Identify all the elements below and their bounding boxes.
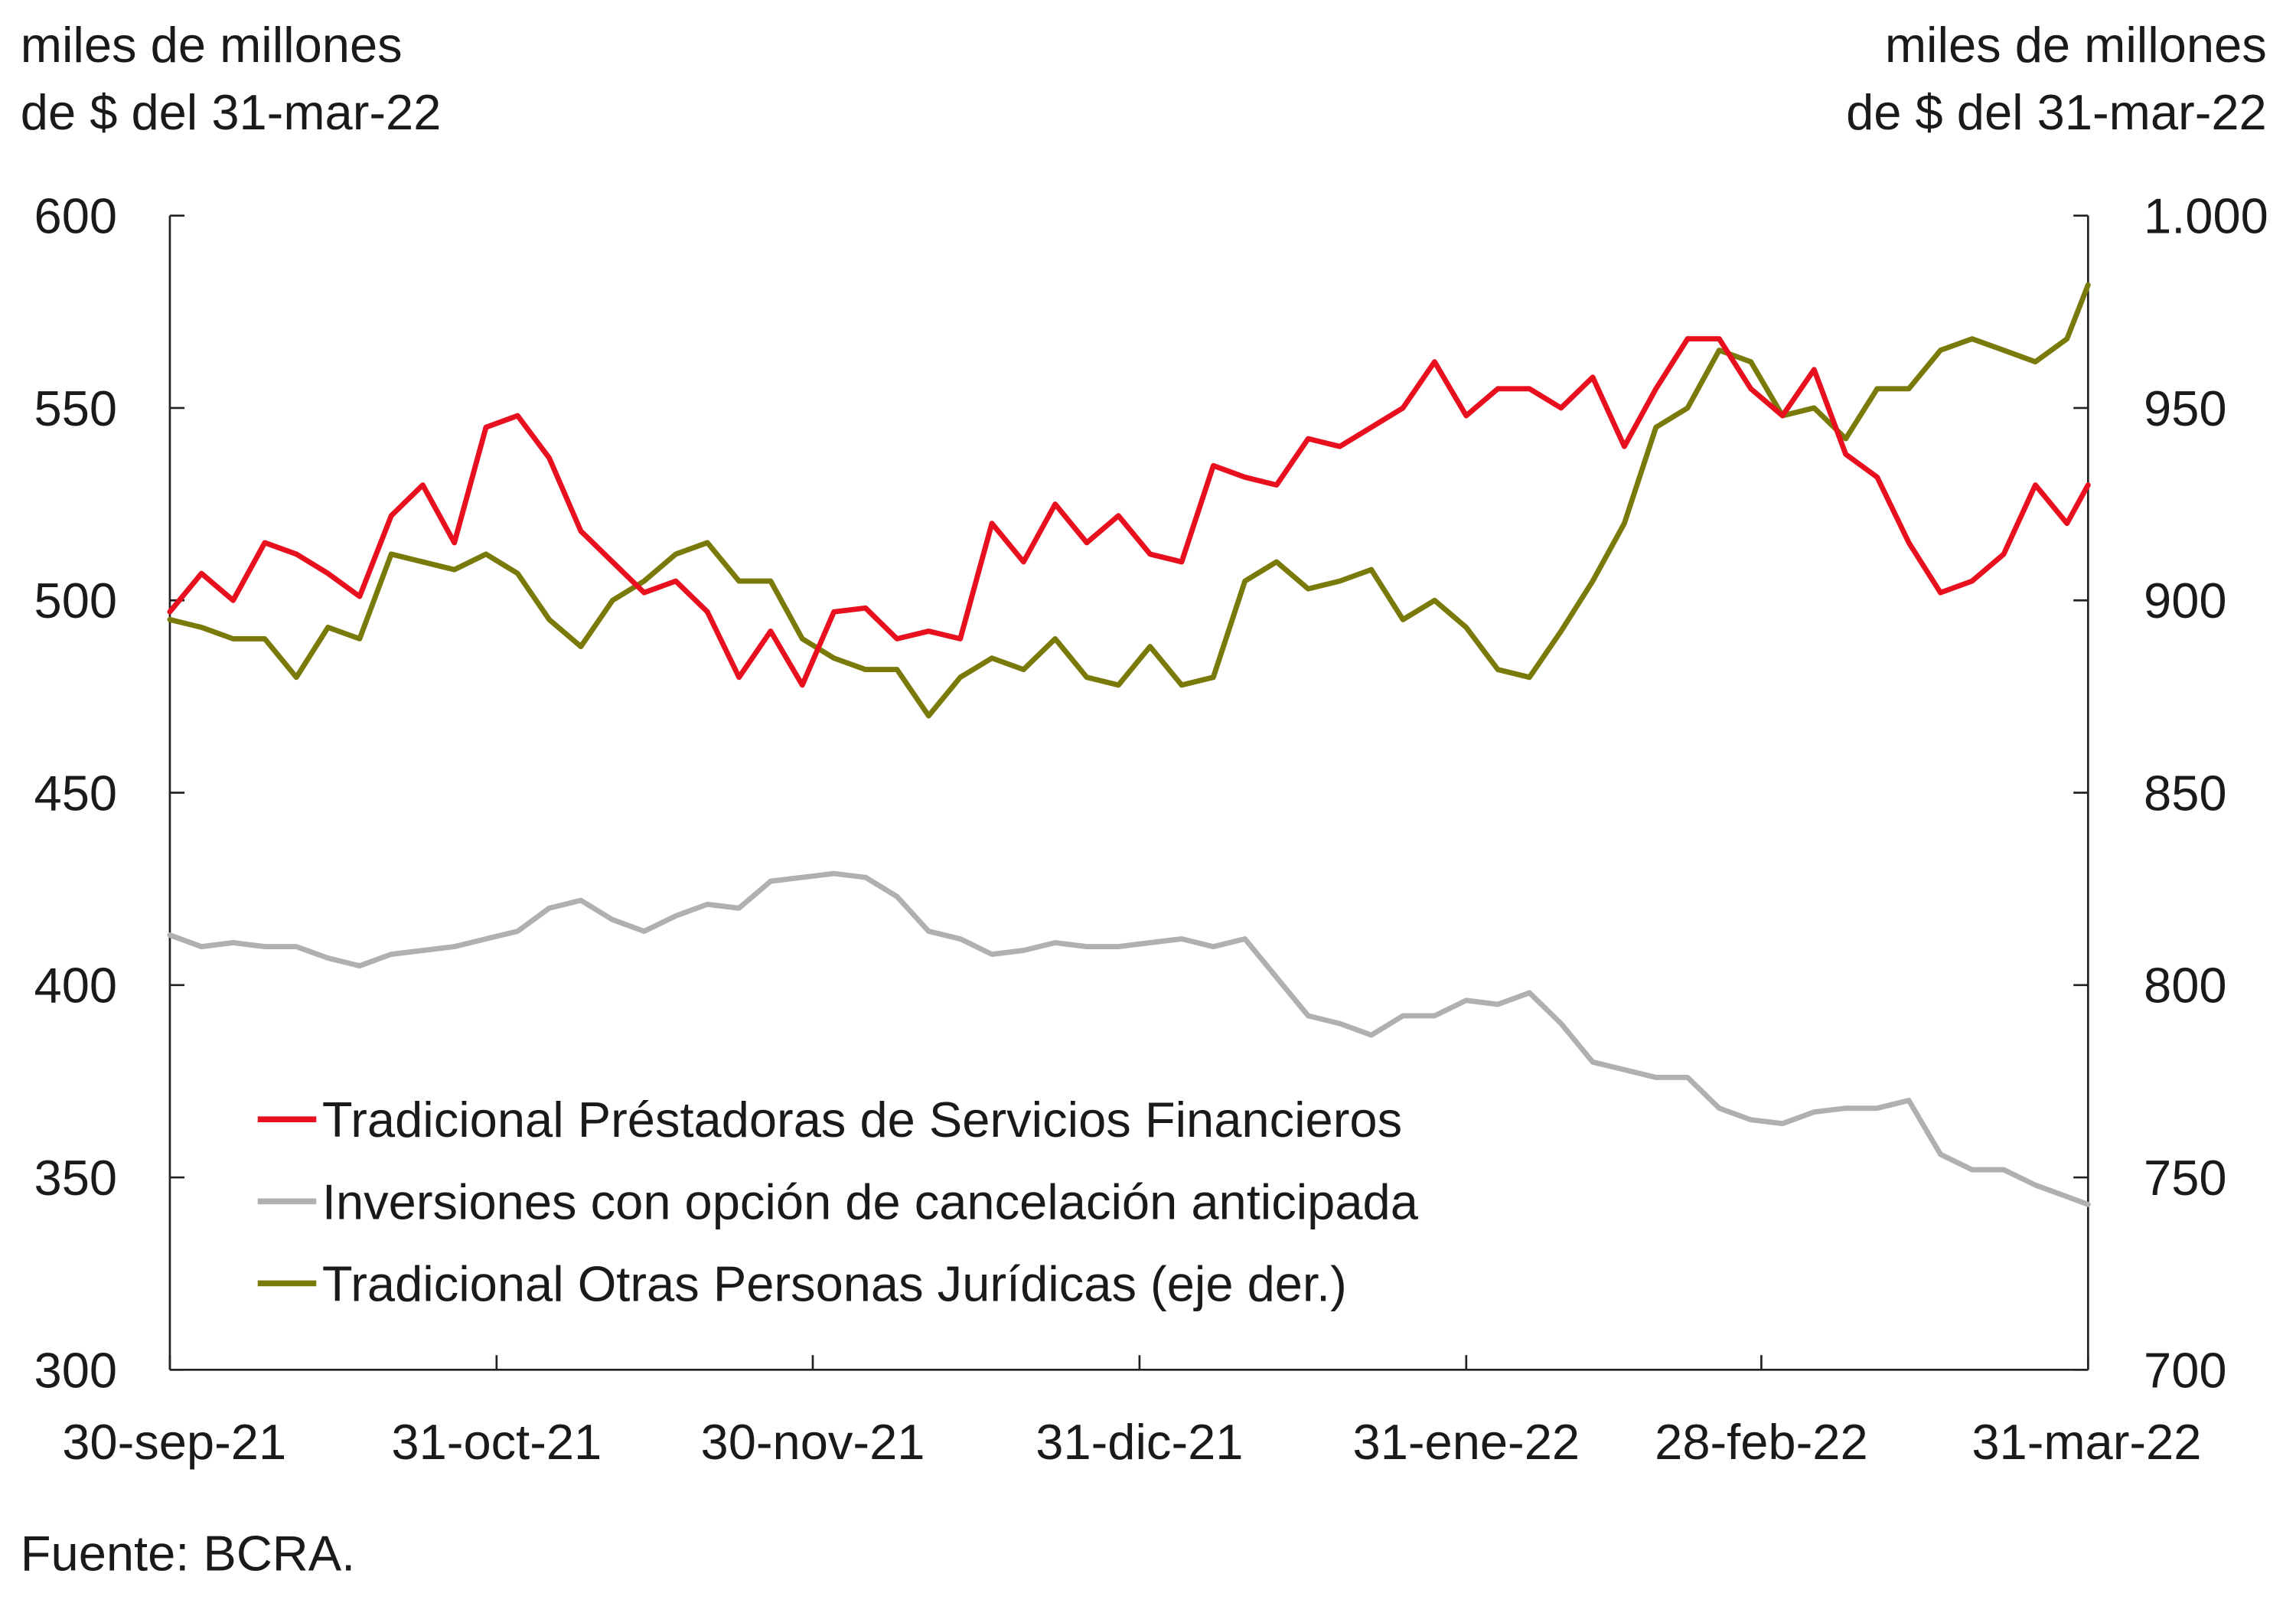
left-tick-label: 350 (34, 1150, 118, 1206)
left-tick-label: 550 (34, 380, 118, 436)
series-line-2 (167, 282, 2091, 719)
x-tick-label: 31-dic-21 (1035, 1414, 1243, 1470)
x-tick-label: 31-ene-22 (1353, 1414, 1580, 1470)
series-line-0 (167, 336, 2091, 688)
source-note: Fuente: BCRA. (21, 1525, 355, 1581)
left-axis-label-line2: de $ del 31-mar-22 (21, 84, 442, 140)
series-line-1 (167, 870, 2091, 1207)
axes: 600 1.000 550 950 500 900 450 850 400 800 350 750 30… (34, 188, 2268, 1470)
left-tick-label: 400 (34, 958, 118, 1014)
x-tick-label: 30-sep-21 (62, 1414, 286, 1470)
x-tick-label: 28-feb-22 (1655, 1414, 1867, 1470)
right-tick-label: 800 (2144, 958, 2227, 1014)
right-tick-label: 900 (2144, 573, 2227, 628)
left-tick-label: 300 (34, 1342, 118, 1398)
right-tick-label: 700 (2144, 1342, 2227, 1398)
x-tick-label: 31-mar-22 (1971, 1414, 2201, 1470)
x-tick-label: 30-nov-21 (701, 1414, 925, 1470)
legend: Tradicional Préstadoras de Servicios Fin… (257, 1092, 1419, 1311)
right-tick-label: 850 (2144, 765, 2227, 821)
left-tick-label: 500 (34, 573, 118, 628)
right-axis-label-line1: miles de millones (1885, 17, 2267, 73)
left-tick-label: 600 (34, 188, 118, 244)
right-tick-label: 750 (2144, 1150, 2227, 1206)
legend-label-0: Tradicional Préstadoras de Servicios Fin… (322, 1092, 1402, 1148)
legend-label-2: Tradicional Otras Personas Jurídicas (ej… (322, 1255, 1347, 1311)
legend-label-1: Inversiones con opción de cancelación an… (322, 1174, 1419, 1229)
right-tick-label: 1.000 (2144, 188, 2268, 244)
series-lines (167, 282, 2091, 1207)
left-tick-label: 450 (34, 765, 118, 821)
right-axis-label-line2: de $ del 31-mar-22 (1846, 84, 2267, 140)
x-tick-label: 31-oct-21 (391, 1414, 602, 1470)
right-tick-label: 950 (2144, 380, 2227, 436)
left-axis-label-line1: miles de millones (21, 17, 403, 73)
